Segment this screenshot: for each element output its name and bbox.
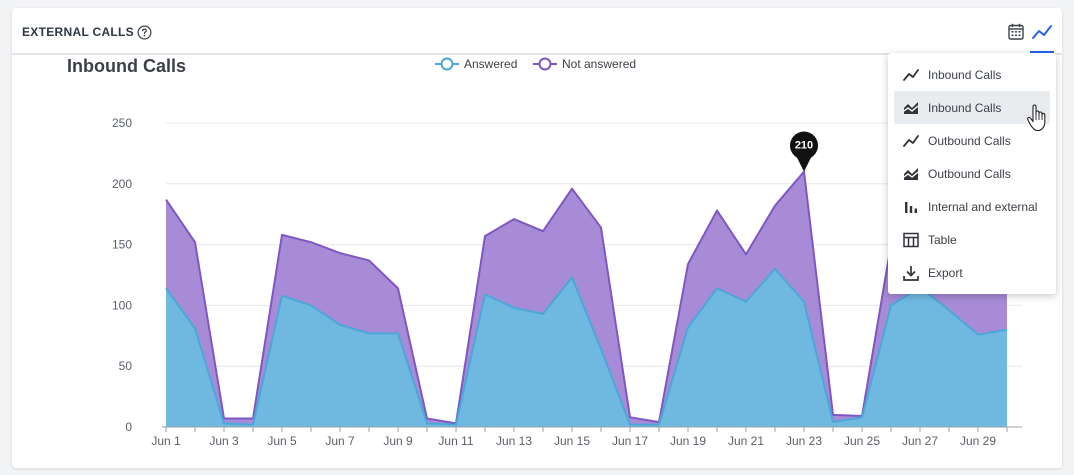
x-tick-label: Jun 15 bbox=[554, 434, 590, 448]
table-icon bbox=[903, 232, 919, 247]
y-tick-label: 250 bbox=[112, 116, 132, 130]
area-chart-icon bbox=[903, 101, 919, 114]
menu-item-outbound-calls[interactable]: Outbound Calls bbox=[894, 157, 1050, 190]
tooltip-pin bbox=[790, 131, 819, 172]
menu-item-label: Table bbox=[928, 232, 957, 247]
menu-item-label: Internal and external bbox=[928, 199, 1038, 214]
legend-label: Answered bbox=[464, 57, 517, 71]
menu-item-inbound-calls[interactable]: Inbound Calls bbox=[894, 91, 1050, 124]
x-tick-label: Jun 9 bbox=[383, 434, 413, 448]
value-tooltip: 210 bbox=[790, 131, 819, 172]
line-chart-icon bbox=[903, 68, 919, 81]
area-chart-icon bbox=[903, 167, 919, 180]
menu-item-internal-and-external[interactable]: Internal and external bbox=[894, 190, 1050, 223]
y-tick-label: 0 bbox=[125, 420, 132, 434]
menu-item-outbound-calls[interactable]: Outbound Calls bbox=[894, 124, 1050, 157]
menu-item-export[interactable]: Export bbox=[894, 256, 1050, 289]
tooltip-value: 210 bbox=[795, 140, 813, 152]
card-header: EXTERNAL CALLS bbox=[12, 8, 1062, 55]
x-tick-label: Jun 13 bbox=[496, 434, 532, 448]
active-indicator bbox=[1030, 51, 1054, 53]
y-tick-label: 50 bbox=[119, 359, 133, 373]
chart-title: Inbound Calls bbox=[67, 56, 186, 76]
answered-line bbox=[165, 267, 1008, 426]
x-tick-label: Jun 1 bbox=[151, 434, 181, 448]
x-tick-label: Jun 11 bbox=[438, 434, 473, 448]
legend-marker bbox=[440, 57, 454, 71]
x-tick-label: Jun 5 bbox=[267, 434, 297, 448]
x-tick-label: Jun 3 bbox=[209, 434, 239, 448]
menu-item-label: Inbound Calls bbox=[928, 100, 1002, 115]
not-answered-line bbox=[165, 170, 1008, 425]
line-chart-icon[interactable] bbox=[1031, 22, 1053, 42]
menu-item-label: Outbound Calls bbox=[928, 133, 1011, 148]
help-circle-icon[interactable] bbox=[137, 25, 152, 40]
bar-chart-icon bbox=[905, 201, 917, 213]
legend-marker bbox=[538, 57, 552, 71]
x-tick-label: Jun 21 bbox=[728, 434, 764, 448]
legend-label: Not answered bbox=[562, 57, 636, 71]
y-tick-label: 100 bbox=[112, 298, 132, 312]
y-tick-label: 150 bbox=[112, 238, 132, 252]
x-tick-label: Jun 25 bbox=[844, 434, 880, 448]
menu-item-inbound-calls[interactable]: Inbound Calls bbox=[894, 58, 1050, 91]
calendar-icon[interactable] bbox=[1008, 23, 1024, 40]
inbound-calls-chart: Inbound Calls 0 50 100 150 200 250 Jun 1 Jun 3 Ju… bbox=[67, 56, 1022, 448]
menu-item-label: Export bbox=[928, 265, 963, 280]
x-tick-label: Jun 23 bbox=[786, 434, 822, 448]
x-tick-label: Jun 17 bbox=[612, 434, 648, 448]
x-tick-label: Jun 29 bbox=[960, 434, 996, 448]
card-title: EXTERNAL CALLS bbox=[22, 25, 134, 39]
line-chart-icon bbox=[903, 134, 919, 147]
y-tick-label: 200 bbox=[112, 177, 132, 191]
menu-item-label: Inbound Calls bbox=[928, 67, 1002, 82]
chart-options-menu: Inbound Calls Inbound Calls Outbound Calls… bbox=[888, 53, 1056, 294]
external-calls-card: EXTERNAL CALLS Inbound Calls 0 50 100 150 200… bbox=[12, 8, 1062, 468]
menu-item-label: Outbound Calls bbox=[928, 166, 1011, 181]
download-icon bbox=[903, 265, 919, 281]
x-tick-label: Jun 27 bbox=[902, 434, 938, 448]
answered-area bbox=[166, 268, 1007, 427]
x-tick-label: Jun 7 bbox=[325, 434, 355, 448]
not-answered-area bbox=[166, 171, 1007, 425]
menu-item-table[interactable]: Table bbox=[894, 223, 1050, 256]
x-tick-label: Jun 19 bbox=[670, 434, 706, 448]
